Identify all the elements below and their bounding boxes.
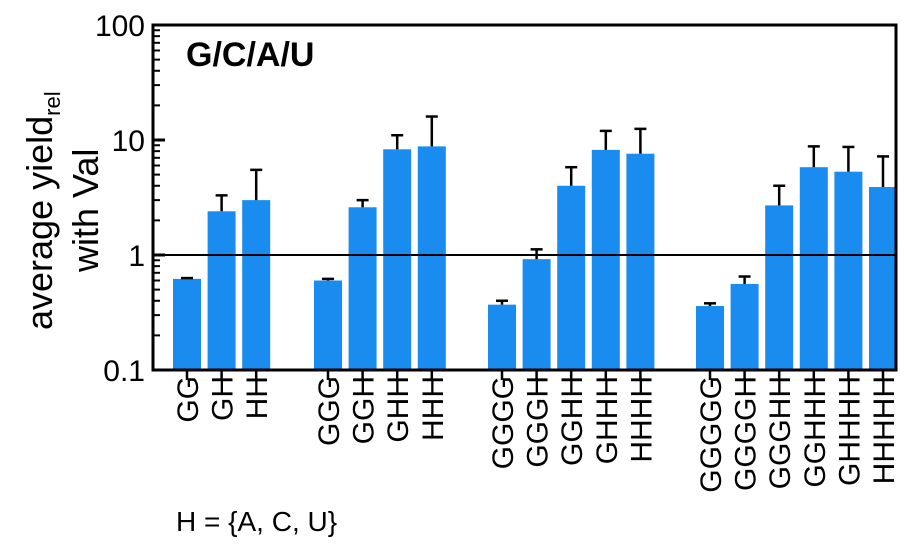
x-tick-label: GHHHH: [833, 376, 866, 486]
x-tick-label: GGGHH: [764, 376, 797, 489]
bar-GGGGG: [696, 306, 724, 370]
bar-GGHHH: [799, 167, 828, 370]
bars-layer: [173, 146, 897, 370]
x-tick-label: GGGGH: [730, 376, 763, 491]
bar-GH: [207, 211, 236, 370]
bar-HHHH: [626, 153, 655, 370]
x-tick-label: GGGGG: [695, 376, 728, 493]
bar-GHHH: [591, 149, 620, 370]
y-axis-label-subscript: rel: [40, 91, 65, 115]
y-tick-label: 1: [128, 240, 145, 273]
x-tick-label: GGGH: [522, 376, 555, 468]
y-tick-label: 100: [95, 10, 145, 43]
bar-GGGH: [522, 259, 551, 370]
y-axis-label-main: average yield: [19, 116, 60, 330]
x-tick-label: GGGG: [487, 376, 520, 469]
x-tick-label: GH: [207, 376, 240, 421]
bar-GGGGH: [730, 283, 759, 370]
bar-HHHHH: [869, 187, 897, 370]
bar-GGG: [314, 280, 342, 370]
error-bars-layer: [181, 115, 889, 307]
bar-GHH: [383, 149, 412, 370]
x-tick-label: HHH: [417, 376, 450, 441]
bar-GGH: [348, 207, 377, 370]
x-tick-label: HHHH: [625, 376, 658, 463]
bar-GHHHH: [834, 171, 863, 370]
y-tick-label: 0.1: [103, 355, 145, 388]
x-tick-label: GHHH: [591, 376, 624, 464]
bar-GGGG: [488, 304, 516, 370]
bar-GGGHH: [765, 205, 794, 370]
x-tick-label: GG: [172, 376, 205, 423]
x-tick-label: GGHH: [556, 376, 589, 466]
bar-HHH: [417, 146, 446, 370]
y-tick-label: 10: [112, 125, 145, 158]
bar-HH: [242, 200, 271, 370]
x-tick-label: HHHHH: [868, 376, 901, 484]
bar-GGHH: [557, 185, 586, 370]
x-tick-label: GGHHH: [799, 376, 832, 488]
x-tick-label: HH: [241, 376, 274, 419]
plot-frame: [151, 23, 898, 372]
x-tick-label: GHH: [382, 376, 415, 443]
y-axis-ticks: 0.1 1 10 100: [95, 10, 165, 388]
bar-GG: [173, 278, 201, 370]
footnote: H = {A, C, U}: [176, 506, 337, 537]
chart-title: G/C/A/U: [186, 36, 314, 74]
x-tick-label: GGG: [313, 376, 346, 446]
x-axis-ticks: GG GH HH GGG GGH GHH HHH GGGG GGGH GGHH GHHH HHHH GG…: [172, 370, 901, 493]
y-axis-label-line1: average yieldrel: [19, 91, 65, 330]
x-tick-label: GGH: [348, 376, 381, 444]
y-axis-label-line2: with Val: [65, 149, 106, 273]
